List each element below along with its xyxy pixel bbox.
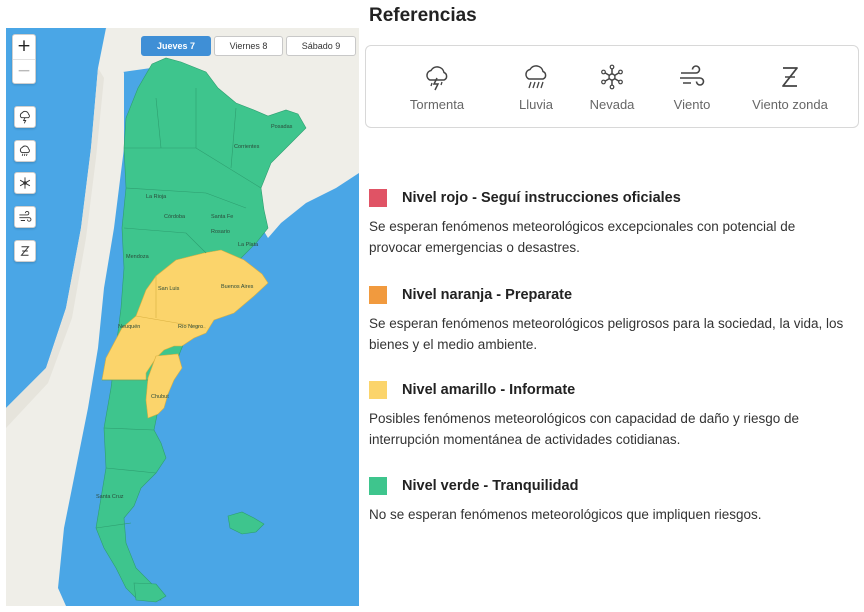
yellow-borders xyxy=(135,276,207,329)
legend-label: Nevada xyxy=(589,97,635,112)
level-orange-description: Se esperan fenómenos meteorológicos peli… xyxy=(369,316,844,352)
tab-viernes[interactable]: Viernes 8 xyxy=(214,36,283,56)
level-red-description: Se esperan fenómenos meteorológicos exce… xyxy=(369,219,796,255)
wind-icon xyxy=(680,65,705,86)
tab-sabado[interactable]: Sábado 9 xyxy=(286,36,356,56)
legend-item-snow: Nevada xyxy=(586,62,638,112)
weather-icons-card: Tormenta Lluvia Nevada Viento xyxy=(365,45,859,128)
zoom-in-button[interactable]: + xyxy=(16,36,32,56)
place-label: Neuquén xyxy=(118,324,140,330)
legend-label: Viento zonda xyxy=(752,97,828,112)
place-label: Córdoba xyxy=(164,214,186,220)
level-green: Nivel verde - Tranquilidad No se esperan… xyxy=(369,476,849,525)
wind-layer-button[interactable] xyxy=(14,206,36,228)
place-label: Corrientes xyxy=(234,144,260,150)
place-label: Buenos Aires xyxy=(221,284,254,290)
green-alert-zone[interactable] xyxy=(95,57,307,601)
day-tabs: Jueves 7 Viernes 8 Sábado 9 xyxy=(141,36,356,56)
place-label: Santa Cruz xyxy=(96,494,124,500)
tierra-del-fuego xyxy=(133,582,167,603)
legend-label: Lluvia xyxy=(519,97,553,112)
yellow-alert-zone-south[interactable] xyxy=(145,353,183,419)
level-yellow: Nivel amarillo - Informate Posibles fenó… xyxy=(369,380,849,450)
place-label: Rosario xyxy=(211,229,230,235)
storm-layer-icon xyxy=(19,110,30,124)
references-title: Referencias xyxy=(369,5,477,26)
level-green-swatch xyxy=(369,477,387,495)
legend-item-zonda: Viento zonda xyxy=(748,62,832,112)
tab-jueves[interactable]: Jueves 7 xyxy=(141,36,211,56)
snow-layer-icon xyxy=(19,177,31,189)
place-label: Posadas xyxy=(271,124,293,130)
level-green-name: Nivel verde - Tranquilidad xyxy=(402,478,579,494)
legend-item-wind: Viento xyxy=(668,62,716,112)
place-label: Chubut xyxy=(151,394,169,400)
place-label: La Plata xyxy=(238,242,259,248)
zoom-control: + − xyxy=(12,34,36,84)
rain-layer-button[interactable] xyxy=(14,140,36,162)
legend-label: Viento xyxy=(673,97,711,112)
rain-layer-icon xyxy=(19,145,30,157)
level-orange-swatch xyxy=(369,286,387,304)
wind-layer-icon xyxy=(19,210,32,222)
chile-coast xyxy=(6,68,104,428)
level-orange-name: Nivel naranja - Preparate xyxy=(402,287,573,303)
level-red-name: Nivel rojo - Seguí instrucciones oficial… xyxy=(402,190,681,206)
place-label: San Luis xyxy=(158,286,180,292)
legend-item-storm: Tormenta xyxy=(404,62,470,112)
place-label: Mendoza xyxy=(126,254,150,260)
zonda-layer-button[interactable] xyxy=(14,240,36,262)
legend-label: Tormenta xyxy=(409,97,465,112)
storm-icon xyxy=(426,66,448,91)
rain-icon xyxy=(525,65,547,89)
snow-layer-button[interactable] xyxy=(14,172,36,194)
level-orange: Nivel naranja - Preparate Se esperan fen… xyxy=(369,285,849,355)
level-yellow-description: Posibles fenómenos meteorológicos con ca… xyxy=(369,411,800,447)
argentina-map[interactable]: San Luis Córdoba La Rioja Santa Fe Bueno… xyxy=(6,28,359,606)
level-red: Nivel rojo - Seguí instrucciones oficial… xyxy=(369,188,849,258)
snow-icon xyxy=(601,64,623,90)
zoom-out-button[interactable]: − xyxy=(13,59,35,83)
legend-item-rain: Lluvia xyxy=(512,62,560,112)
province-borders xyxy=(95,88,262,529)
zonda-layer-icon xyxy=(20,246,30,256)
storm-layer-button[interactable] xyxy=(14,106,36,128)
level-yellow-name: Nivel amarillo - Informate xyxy=(402,382,576,398)
place-label: La Rioja xyxy=(146,194,167,200)
zonda-wind-icon xyxy=(782,67,798,87)
malvinas-islands xyxy=(227,511,265,535)
level-red-swatch xyxy=(369,189,387,207)
level-yellow-swatch xyxy=(369,381,387,399)
alert-map[interactable]: San Luis Córdoba La Rioja Santa Fe Bueno… xyxy=(6,28,359,606)
level-green-description: No se esperan fenómenos meteorológicos q… xyxy=(369,507,762,522)
place-label: Río Negro xyxy=(178,324,203,330)
place-label: Santa Fe xyxy=(211,214,233,220)
place-labels: San Luis Córdoba La Rioja Santa Fe Bueno… xyxy=(96,124,293,500)
